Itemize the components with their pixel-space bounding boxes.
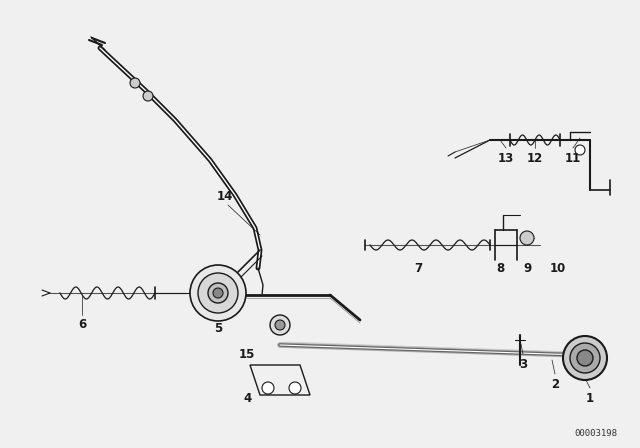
Text: 13: 13	[498, 152, 514, 165]
Text: 4: 4	[244, 392, 252, 405]
Text: 11: 11	[565, 152, 581, 165]
Circle shape	[575, 145, 585, 155]
Circle shape	[213, 288, 223, 298]
Circle shape	[570, 343, 600, 373]
Text: 6: 6	[78, 318, 86, 331]
Text: 10: 10	[550, 262, 566, 275]
Circle shape	[262, 382, 274, 394]
Text: 14: 14	[217, 190, 233, 203]
Text: 7: 7	[414, 262, 422, 275]
Text: 3: 3	[519, 358, 527, 371]
Circle shape	[270, 315, 290, 335]
Text: 8: 8	[496, 262, 504, 275]
Circle shape	[520, 231, 534, 245]
Text: 12: 12	[527, 152, 543, 165]
Circle shape	[289, 382, 301, 394]
Text: 5: 5	[214, 322, 222, 335]
Circle shape	[208, 283, 228, 303]
Text: 9: 9	[524, 262, 532, 275]
Circle shape	[198, 273, 238, 313]
Circle shape	[563, 336, 607, 380]
Text: 15: 15	[239, 348, 255, 361]
Circle shape	[577, 350, 593, 366]
Text: 00003198: 00003198	[574, 429, 617, 438]
Text: 2: 2	[551, 378, 559, 391]
Circle shape	[143, 91, 153, 101]
Text: 1: 1	[586, 392, 594, 405]
Circle shape	[275, 320, 285, 330]
Circle shape	[130, 78, 140, 88]
Circle shape	[190, 265, 246, 321]
